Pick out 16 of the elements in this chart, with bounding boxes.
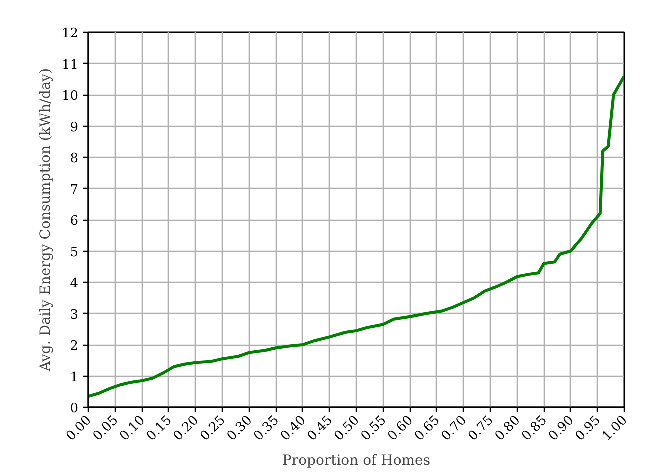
y-tick-label: 2	[70, 339, 79, 354]
y-tick-label: 12	[62, 26, 79, 42]
y-axis-title: Avg. Daily Energy Consumption (kWh/day)	[38, 68, 54, 373]
line-series	[88, 74, 624, 398]
y-tick-label: 6	[70, 214, 79, 229]
y-tick-label: 10	[62, 89, 79, 104]
y-tick-label: 0	[70, 402, 79, 416]
y-tick-label: 8	[70, 152, 79, 166]
x-axis-title: Proportion of Homes	[282, 453, 431, 470]
y-tick-label: 1	[70, 370, 79, 386]
y-tick-label: 11	[62, 58, 79, 73]
y-tick-label: 9	[70, 120, 79, 136]
y-tick-label: 4	[70, 276, 79, 292]
y-tick-label: 5	[70, 245, 79, 260]
y-tick-label: 3	[70, 308, 79, 323]
y-tick-label: 7	[70, 182, 79, 198]
